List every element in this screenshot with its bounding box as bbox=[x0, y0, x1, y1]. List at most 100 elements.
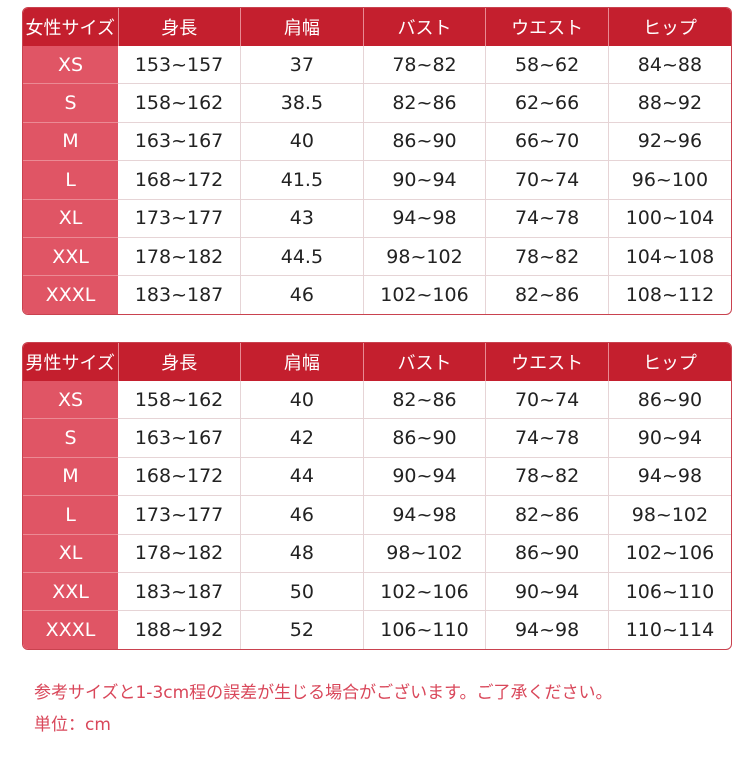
table-cell: 90~94 bbox=[363, 456, 487, 496]
table-cell: 102~106 bbox=[608, 533, 731, 573]
table-row: M 163~167 40 86~90 66~70 92~96 bbox=[23, 121, 731, 161]
table-cell: 106~110 bbox=[608, 571, 731, 611]
table-cell: 100~104 bbox=[608, 198, 731, 238]
table-cell: 168~172 bbox=[118, 456, 242, 496]
table-row: XXL 178~182 44.5 98~102 78~82 104~108 bbox=[23, 236, 731, 276]
table-cell: 178~182 bbox=[118, 236, 242, 276]
table-cell: 48 bbox=[240, 533, 364, 573]
table-cell: 92~96 bbox=[608, 121, 731, 161]
size-label: XS bbox=[23, 46, 118, 84]
table-row: S 163~167 42 86~90 74~78 90~94 bbox=[23, 418, 731, 458]
column-header: 肩幅 bbox=[240, 8, 364, 46]
table-cell: 44.5 bbox=[240, 236, 364, 276]
size-label: L bbox=[23, 495, 118, 535]
table-cell: 62~66 bbox=[485, 83, 609, 123]
size-label: M bbox=[23, 121, 118, 161]
men-size-table: 男性サイズ 身長 肩幅 バスト ウエスト ヒップ XS 158~162 40 82~86 70~74… bbox=[22, 342, 732, 650]
table-cell: 163~167 bbox=[118, 418, 242, 458]
table-cell: 66~70 bbox=[485, 121, 609, 161]
table-cell: 173~177 bbox=[118, 198, 242, 238]
table-cell: 46 bbox=[240, 495, 364, 535]
table-cell: 82~86 bbox=[485, 275, 609, 314]
table-cell: 102~106 bbox=[363, 571, 487, 611]
table-row: L 168~172 41.5 90~94 70~74 96~100 bbox=[23, 160, 731, 200]
table-cell: 94~98 bbox=[363, 495, 487, 535]
tolerance-note: 参考サイズと1-3cm程の誤差が生じる場合がございます。ご了承ください。 bbox=[34, 683, 613, 703]
size-label: S bbox=[23, 83, 118, 123]
table-cell: 178~182 bbox=[118, 533, 242, 573]
table-cell: 188~192 bbox=[118, 610, 242, 649]
table-cell: 158~162 bbox=[118, 83, 242, 123]
table-cell: 86~90 bbox=[363, 418, 487, 458]
table-cell: 46 bbox=[240, 275, 364, 314]
table-cell: 78~82 bbox=[485, 236, 609, 276]
table-cell: 86~90 bbox=[485, 533, 609, 573]
table-cell: 84~88 bbox=[637, 53, 703, 76]
table-cell: 40 bbox=[240, 121, 364, 161]
table-cell: 183~187 bbox=[118, 571, 242, 611]
table-cell: 90~94 bbox=[608, 418, 731, 458]
table-cell: 43 bbox=[240, 198, 364, 238]
table-row: S 158~162 38.5 82~86 62~66 88~92 bbox=[23, 83, 731, 123]
table-cell: 41.5 bbox=[240, 160, 364, 200]
table-cell: 44 bbox=[240, 456, 364, 496]
table-cell: 98~102 bbox=[608, 495, 731, 535]
size-label: XXXL bbox=[23, 275, 118, 314]
table-cell: 50 bbox=[240, 571, 364, 611]
size-label: XXL bbox=[23, 236, 118, 276]
size-label: S bbox=[23, 418, 118, 458]
table-row: M 168~172 44 90~94 78~82 94~98 bbox=[23, 456, 731, 496]
table-cell: 183~187 bbox=[118, 275, 242, 314]
table-cell: 153~157 bbox=[118, 46, 242, 84]
table-cell: 98~102 bbox=[363, 236, 487, 276]
table-cell: 78~82 bbox=[363, 46, 487, 84]
table-cell: 88~92 bbox=[608, 83, 731, 123]
table-cell: 163~167 bbox=[118, 121, 242, 161]
table-cell: 168~172 bbox=[118, 160, 242, 200]
column-header: 女性サイズ bbox=[23, 8, 119, 46]
column-header: ウエスト bbox=[485, 8, 609, 46]
size-label: L bbox=[23, 160, 118, 200]
table-cell: 58~62 bbox=[485, 46, 609, 84]
size-label: XXXL bbox=[23, 610, 118, 649]
header-row: 男性サイズ 身長 肩幅 バスト ウエスト ヒップ bbox=[23, 343, 731, 381]
table-cell: 42 bbox=[240, 418, 364, 458]
column-header: 身長 bbox=[118, 343, 242, 381]
women-size-table: 女性サイズ 身長 肩幅 バスト ウエスト ヒップ XS 153~157 37 78~82 58~62… bbox=[22, 7, 732, 315]
table-cell: 82~86 bbox=[485, 495, 609, 535]
table-cell: 90~94 bbox=[363, 160, 487, 200]
table-cell: 78~82 bbox=[485, 456, 609, 496]
table-cell: 104~108 bbox=[608, 236, 731, 276]
size-label: XL bbox=[23, 198, 118, 238]
table-cell: 96~100 bbox=[608, 160, 731, 200]
column-header: ヒップ bbox=[608, 8, 731, 46]
table-cell: 158~162 bbox=[118, 381, 242, 419]
table-row: XXXL 188~192 52 106~110 94~98 110~114 bbox=[23, 610, 731, 649]
size-label: XS bbox=[23, 381, 118, 419]
column-header: バスト bbox=[363, 8, 487, 46]
column-header: 男性サイズ bbox=[23, 343, 119, 381]
table-cell: 102~106 bbox=[363, 275, 487, 314]
size-label: M bbox=[23, 456, 118, 496]
table-cell: 82~86 bbox=[363, 83, 487, 123]
table-cell: 70~74 bbox=[485, 160, 609, 200]
header-row: 女性サイズ 身長 肩幅 バスト ウエスト ヒップ bbox=[23, 8, 731, 46]
column-header: 肩幅 bbox=[240, 343, 364, 381]
table-cell: 98~102 bbox=[363, 533, 487, 573]
column-header: バスト bbox=[363, 343, 487, 381]
table-cell: 82~86 bbox=[363, 381, 487, 419]
table-cell: 40 bbox=[240, 381, 364, 419]
table-cell: 94~98 bbox=[485, 610, 609, 649]
table-cell: 108~112 bbox=[608, 275, 731, 314]
column-header: ウエスト bbox=[485, 343, 609, 381]
table-cell: 86~90 bbox=[363, 121, 487, 161]
table-row: XS 158~162 40 82~86 70~74 86~90 bbox=[23, 381, 731, 419]
size-label: XL bbox=[23, 533, 118, 573]
table-cell: 173~177 bbox=[118, 495, 242, 535]
table-row: XXL 183~187 50 102~106 90~94 106~110 bbox=[23, 571, 731, 611]
table-cell: 94~98 bbox=[363, 198, 487, 238]
unit-note: 単位：cm bbox=[34, 715, 111, 735]
table-cell: 94~98 bbox=[608, 456, 731, 496]
table-cell: 106~110 bbox=[363, 610, 487, 649]
table-row: XXXL 183~187 46 102~106 82~86 108~112 bbox=[23, 275, 731, 314]
